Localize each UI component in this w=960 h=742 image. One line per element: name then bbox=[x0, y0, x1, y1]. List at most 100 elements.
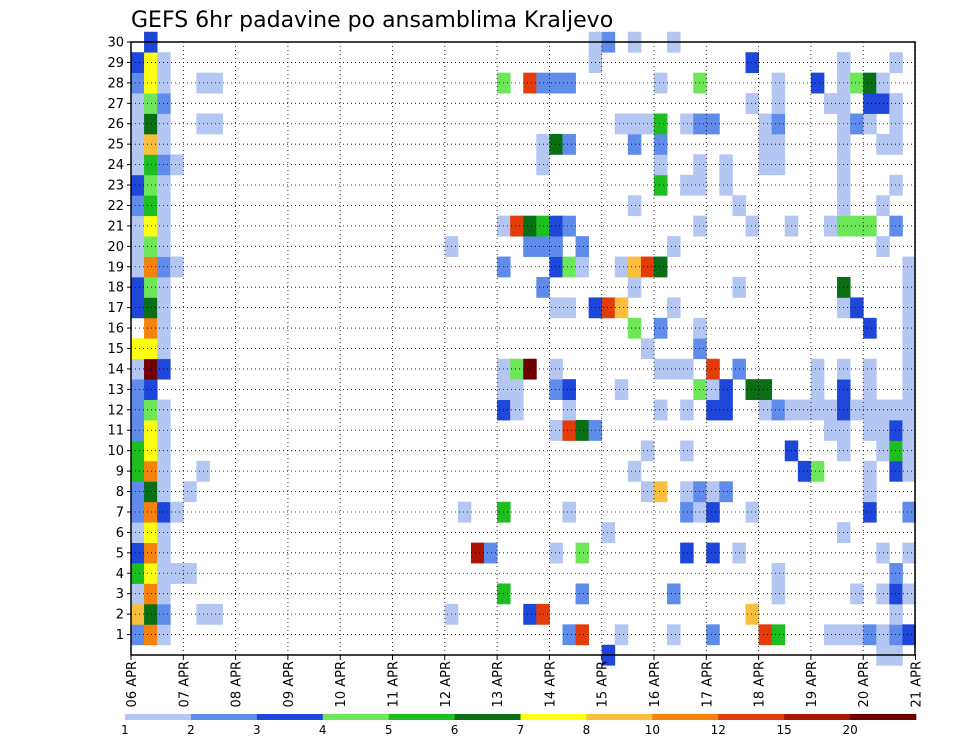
heatmap-cell bbox=[797, 460, 812, 482]
heatmap-cell bbox=[131, 154, 145, 176]
heatmap-cell bbox=[902, 542, 916, 564]
heatmap-cell bbox=[771, 113, 786, 135]
legend-swatch bbox=[125, 714, 192, 720]
heatmap-cell bbox=[706, 481, 720, 503]
heatmap-cell bbox=[706, 624, 720, 646]
grid-lines bbox=[131, 41, 916, 655]
heatmap-cell bbox=[823, 399, 838, 421]
heatmap-cell bbox=[706, 379, 720, 400]
heatmap-cell bbox=[575, 256, 590, 278]
heatmap-cell bbox=[745, 501, 759, 523]
legend-swatch bbox=[520, 714, 587, 720]
y-tick-label: 11 bbox=[107, 424, 124, 439]
heatmap-cell bbox=[575, 624, 590, 646]
y-tick-label: 28 bbox=[107, 76, 124, 91]
heatmap-cell bbox=[131, 522, 145, 544]
heatmap-cell bbox=[562, 215, 576, 237]
heatmap-cell bbox=[771, 72, 786, 94]
y-tick-label: 8 bbox=[116, 485, 124, 500]
heatmap-cell bbox=[209, 603, 223, 625]
heatmap-cell bbox=[131, 297, 145, 319]
legend-swatch bbox=[586, 714, 653, 720]
heatmap-cell bbox=[719, 481, 733, 503]
heatmap-cell bbox=[823, 624, 838, 646]
heatmap-cell bbox=[131, 113, 145, 135]
heatmap-cell bbox=[902, 256, 916, 278]
heatmap-cell bbox=[131, 174, 145, 196]
y-tick-label: 1 bbox=[116, 628, 124, 643]
x-tick-label: 09 APR bbox=[282, 661, 297, 707]
heatmap-cell bbox=[562, 133, 576, 155]
heatmap-cell bbox=[549, 72, 563, 94]
heatmap-cell bbox=[758, 379, 773, 400]
y-tick-label: 27 bbox=[107, 97, 124, 112]
heatmap-cell bbox=[131, 583, 145, 605]
heatmap-cell bbox=[758, 154, 773, 176]
heatmap-cell bbox=[601, 522, 616, 544]
heatmap-cell bbox=[562, 399, 576, 421]
legend-swatch bbox=[190, 714, 258, 720]
heatmap-cell bbox=[771, 133, 786, 155]
heatmap-cell bbox=[680, 113, 694, 135]
heatmap-cell bbox=[131, 276, 145, 298]
heatmap-cell bbox=[889, 133, 903, 155]
heatmap-cell bbox=[706, 113, 720, 135]
legend-label: 12 bbox=[711, 723, 726, 737]
heatmap-cell bbox=[902, 399, 916, 421]
heatmap-cell bbox=[706, 501, 720, 523]
y-tick-label: 13 bbox=[107, 383, 124, 398]
heatmap-cell bbox=[144, 317, 158, 339]
heatmap-cell bbox=[131, 624, 145, 646]
heatmap-cell bbox=[654, 154, 668, 176]
heatmap-cell bbox=[131, 133, 145, 155]
heatmap-cell bbox=[131, 72, 145, 94]
heatmap-cell bbox=[771, 583, 786, 605]
x-tick-label: 12 APR bbox=[439, 661, 454, 707]
heatmap-cell bbox=[131, 52, 145, 74]
heatmap-cell bbox=[549, 542, 563, 564]
heatmap-cell bbox=[758, 399, 773, 421]
heatmap-cell bbox=[863, 317, 877, 339]
heatmap-cell bbox=[889, 583, 903, 605]
heatmap-cell bbox=[850, 72, 864, 94]
heatmap-cell bbox=[131, 93, 145, 114]
heatmap-cell bbox=[680, 174, 694, 196]
x-tick-label: 20 APR bbox=[857, 661, 872, 707]
heatmap-cell bbox=[627, 317, 642, 339]
axes: 1234567891011121314151617181920212223242… bbox=[107, 36, 924, 708]
heatmap-cell bbox=[758, 113, 773, 135]
heatmap-cell bbox=[144, 583, 158, 605]
heatmap-cell bbox=[823, 215, 838, 237]
heatmap-cell bbox=[719, 174, 733, 196]
y-tick-label: 30 bbox=[107, 36, 124, 51]
heatmap-cell bbox=[667, 297, 681, 319]
heatmap-cell bbox=[745, 379, 759, 400]
heatmap-cell bbox=[627, 256, 642, 278]
legend-label: 20 bbox=[842, 723, 857, 737]
heatmap-cell bbox=[902, 379, 916, 400]
heatmap-cell bbox=[706, 399, 720, 421]
heatmap-cell bbox=[863, 481, 877, 503]
heatmap-cell bbox=[131, 460, 145, 482]
legend-label: 2 bbox=[187, 723, 195, 737]
heatmap-cell bbox=[131, 358, 145, 380]
heatmap-cell bbox=[889, 563, 903, 584]
heatmap-cell bbox=[680, 481, 694, 503]
heatmap-cell bbox=[667, 583, 681, 605]
heatmap-cell bbox=[144, 133, 158, 155]
legend-label: 3 bbox=[253, 723, 261, 737]
y-tick-label: 24 bbox=[107, 158, 124, 173]
heatmap-cell bbox=[170, 154, 184, 176]
heatmap-cell bbox=[889, 174, 903, 196]
heatmap-cell bbox=[183, 563, 197, 584]
y-tick-label: 21 bbox=[107, 219, 124, 234]
heatmap-cell bbox=[523, 358, 537, 380]
heatmap-cell bbox=[510, 215, 524, 237]
heatmap-cell bbox=[575, 542, 590, 564]
legend-swatch bbox=[256, 714, 324, 720]
heatmap-cell bbox=[457, 501, 472, 523]
x-tick-label: 16 APR bbox=[648, 661, 663, 707]
heatmap-cell bbox=[614, 113, 629, 135]
heatmap-cell bbox=[144, 215, 158, 237]
heatmap-cell bbox=[470, 542, 485, 564]
